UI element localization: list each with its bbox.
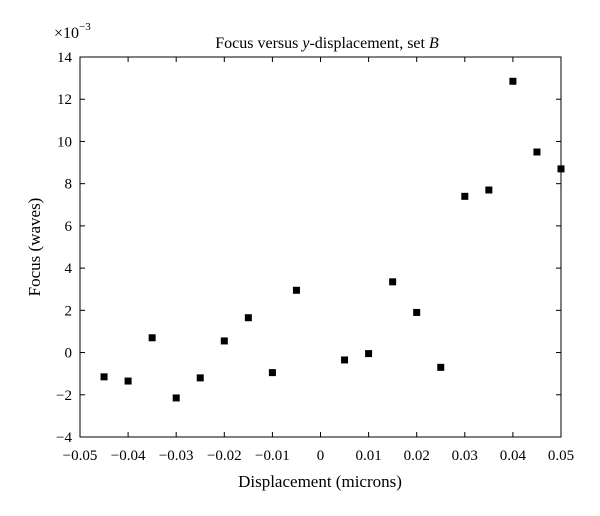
data-point-17 bbox=[533, 148, 541, 156]
x-tick-label: 0.03 bbox=[452, 448, 478, 464]
x-tick-label: −0.04 bbox=[111, 448, 146, 464]
x-tick-label: 0.02 bbox=[404, 448, 430, 464]
data-point-12 bbox=[413, 308, 421, 316]
data-point-8 bbox=[292, 286, 300, 294]
y-tick-label: −4 bbox=[56, 430, 72, 446]
data-point-7 bbox=[268, 369, 276, 377]
chart-title-middle: -displacement, set bbox=[309, 35, 429, 52]
chart-title: Focus versus y-displacement, set B bbox=[215, 35, 439, 52]
data-point-13 bbox=[437, 363, 445, 371]
y-tick-label: 6 bbox=[65, 219, 73, 235]
y-tick-label: 0 bbox=[65, 346, 73, 362]
x-tick-label: −0.02 bbox=[207, 448, 242, 464]
y-tick-label: 4 bbox=[65, 261, 73, 277]
y-tick-label: 8 bbox=[65, 177, 73, 193]
y-tick-label: 12 bbox=[57, 92, 72, 108]
x-tick-label: −0.03 bbox=[159, 448, 194, 464]
x-tick-label: 0.05 bbox=[548, 448, 574, 464]
data-points bbox=[100, 77, 565, 402]
chart-title-variable: y bbox=[300, 35, 310, 52]
data-point-5 bbox=[220, 337, 228, 345]
data-point-1 bbox=[124, 377, 132, 385]
x-tick-label: −0.01 bbox=[255, 448, 290, 464]
x-axis-label: Displacement (microns) bbox=[238, 472, 402, 491]
x-tick-label: 0.01 bbox=[355, 448, 381, 464]
data-point-2 bbox=[148, 334, 156, 342]
data-point-11 bbox=[389, 278, 397, 286]
data-point-15 bbox=[485, 186, 493, 194]
y-axis-label: Focus (waves) bbox=[25, 198, 44, 297]
y-multiplier-exponent: −3 bbox=[79, 21, 91, 33]
data-point-3 bbox=[172, 394, 180, 402]
chart-title-set: B bbox=[429, 35, 439, 52]
y-tick-label: 14 bbox=[57, 50, 73, 66]
y-axis-multiplier: ×10−3 bbox=[54, 21, 91, 42]
data-point-16 bbox=[509, 77, 517, 85]
data-point-0 bbox=[100, 373, 108, 381]
chart-title-prefix: Focus versus bbox=[215, 35, 302, 52]
y-tick-label: 2 bbox=[65, 303, 73, 319]
x-tick-label: 0 bbox=[317, 448, 325, 464]
data-point-14 bbox=[461, 192, 469, 200]
data-point-6 bbox=[244, 314, 252, 322]
y-multiplier-base: ×10 bbox=[54, 25, 79, 42]
plot-frame bbox=[79, 56, 562, 438]
data-point-10 bbox=[365, 350, 373, 358]
y-axis: −4 −2 0 2 4 6 8 10 12 14 bbox=[56, 50, 561, 446]
x-tick-label: −0.05 bbox=[63, 448, 98, 464]
x-tick-label: 0.04 bbox=[500, 448, 527, 464]
data-point-4 bbox=[196, 374, 204, 382]
data-point-18 bbox=[557, 165, 565, 173]
x-axis: −0.05 −0.04 −0.03 −0.02 −0.01 0 0.01 0.02 0.03 0.… bbox=[63, 57, 574, 464]
y-tick-label: −2 bbox=[56, 388, 72, 404]
y-tick-label: 10 bbox=[57, 134, 72, 150]
data-point-9 bbox=[341, 356, 349, 364]
